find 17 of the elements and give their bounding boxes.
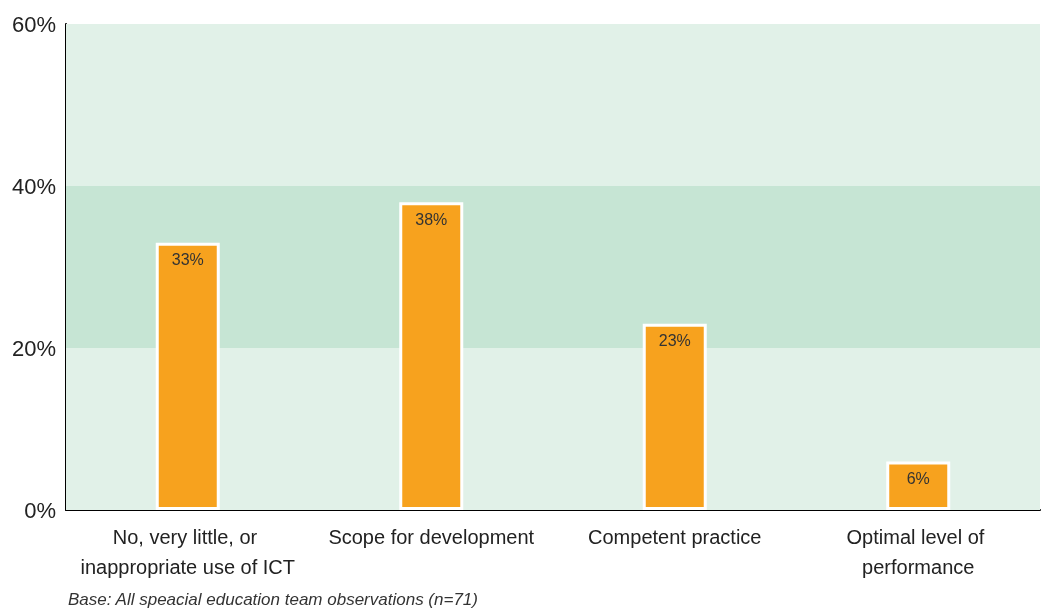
- y-tick-label: 60%: [11, 11, 56, 37]
- x-tick-label: Competent practice: [588, 526, 762, 548]
- x-tick-label: Scope for development: [328, 526, 535, 548]
- data-label: 33%: [171, 251, 204, 269]
- bar: [155, 242, 220, 510]
- bar: [886, 461, 951, 510]
- bar: [642, 323, 707, 510]
- y-tick-label: 0%: [24, 497, 56, 523]
- y-tick-label: 40%: [11, 173, 56, 199]
- text: Base: All speacial education team observations (n=71): [68, 590, 478, 609]
- bar: [399, 202, 464, 510]
- data-label: 38%: [415, 210, 448, 228]
- x-tick-label: Optimal level of performance: [846, 526, 990, 578]
- data-label: 6%: [906, 469, 930, 487]
- y-tick-label: 20%: [11, 335, 56, 361]
- data-label: 23%: [658, 332, 691, 350]
- x-tick-label: No, very little, or inappropriate use of ICT: [80, 526, 296, 578]
